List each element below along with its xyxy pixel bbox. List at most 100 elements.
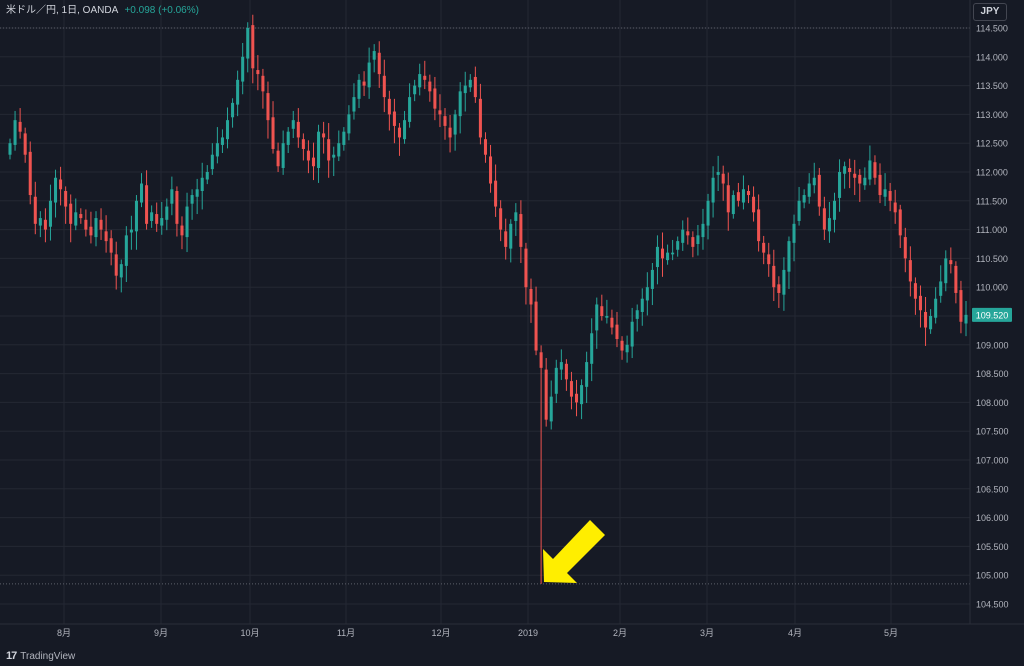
candle-body [691, 237, 695, 247]
x-tick-label: 5月 [884, 628, 898, 638]
candle-body [848, 167, 852, 172]
candle-body [231, 102, 235, 118]
time-axis[interactable]: 8月 9月 10月 11月 12月 2019 2月 3月 4月 5月 [57, 628, 898, 638]
y-tick-label: 110.000 [976, 283, 1008, 293]
candle-body [382, 75, 386, 98]
candle-body [529, 288, 533, 305]
last-price-badge [972, 307, 1012, 322]
x-tick-label: 10月 [240, 628, 259, 638]
candle-body [352, 97, 356, 112]
candle-body [155, 214, 159, 224]
candle-body [721, 173, 725, 184]
candle-body [873, 162, 877, 178]
candle-body [924, 311, 928, 328]
candle-body [681, 229, 685, 243]
candle-body [711, 177, 715, 203]
candle-body [129, 229, 133, 233]
candle-body [802, 195, 806, 203]
candle-body [69, 203, 73, 224]
candle-body [205, 172, 209, 180]
candle-body [428, 81, 432, 92]
candle-body [883, 189, 887, 197]
candle-body [701, 223, 705, 238]
candle-body [671, 252, 675, 255]
candle-body [640, 298, 644, 312]
candle-body [306, 150, 310, 161]
candle-body [934, 298, 938, 318]
candle-body [165, 206, 169, 220]
symbol-legend[interactable]: 米ドル／円, 1日, OANDA +0.098 (+0.06%) [6, 5, 199, 17]
x-tick-label: 2月 [613, 628, 627, 638]
tradingview-brand-text: TradingView [20, 650, 76, 662]
candle-body [266, 93, 270, 121]
candle-body [964, 314, 968, 324]
y-tick-label: 113.000 [976, 110, 1008, 120]
candle-body [559, 362, 563, 370]
x-tick-label: 12月 [431, 628, 450, 638]
candle-body [276, 150, 280, 167]
candle-body [453, 114, 457, 135]
tradingview-branding[interactable]: 17 TradingView [6, 649, 75, 663]
candle-body [792, 223, 796, 243]
y-tick-label: 111.500 [976, 196, 1007, 206]
candle-body [28, 151, 32, 196]
candle-body [893, 202, 897, 213]
candle-body [317, 131, 321, 168]
candle-body [731, 195, 735, 215]
candle-body [575, 393, 579, 403]
candle-body [817, 174, 821, 207]
candle-body [286, 131, 290, 145]
candle-body [645, 287, 649, 301]
candle-body [929, 316, 933, 330]
candle-body [448, 127, 452, 138]
candle-body [367, 62, 371, 88]
candle-body [139, 183, 144, 203]
candle-body [944, 258, 948, 284]
candle-body [595, 304, 599, 331]
candle-body [23, 133, 27, 155]
candle-body [918, 295, 922, 311]
currency-button[interactable]: JPY [973, 3, 1007, 21]
candle-body [777, 284, 781, 293]
candle-body [48, 200, 52, 227]
candle-body [762, 242, 766, 253]
candle-body [291, 120, 295, 129]
candle-body [787, 241, 791, 272]
candle-body [185, 206, 189, 238]
y-tick-label: 114.000 [976, 52, 1008, 62]
candle-body [342, 131, 346, 145]
candle-body [38, 218, 42, 226]
candle-body [458, 91, 462, 117]
candle-body [190, 195, 194, 204]
candle-body [372, 51, 376, 60]
candle-body [741, 189, 745, 203]
candle-body [554, 367, 558, 394]
candle-body [615, 324, 619, 340]
candle-body [908, 260, 912, 282]
y-tick-label: 112.500 [976, 139, 1008, 149]
candle-body [499, 208, 503, 230]
candle-body [939, 281, 943, 296]
candle-body [853, 173, 857, 178]
candle-body [949, 260, 953, 265]
candle-body [843, 166, 847, 174]
candle-body [433, 88, 437, 109]
candle-body [716, 172, 720, 175]
candle-body [99, 219, 103, 230]
candle-body [423, 75, 427, 80]
last-price-value: 109.520 [976, 310, 1009, 320]
candle-body [767, 254, 771, 265]
candle-body [408, 97, 412, 122]
x-tick-label: 4月 [788, 628, 802, 638]
candle-body [84, 219, 88, 230]
candle-body [696, 235, 700, 244]
candle-body [483, 139, 487, 155]
candle-body [397, 127, 401, 138]
candle-body [215, 143, 219, 157]
candle-body [782, 269, 786, 295]
candle-body [539, 352, 543, 368]
grid [0, 0, 970, 624]
candle-body [797, 200, 801, 221]
candle-body [413, 85, 417, 95]
